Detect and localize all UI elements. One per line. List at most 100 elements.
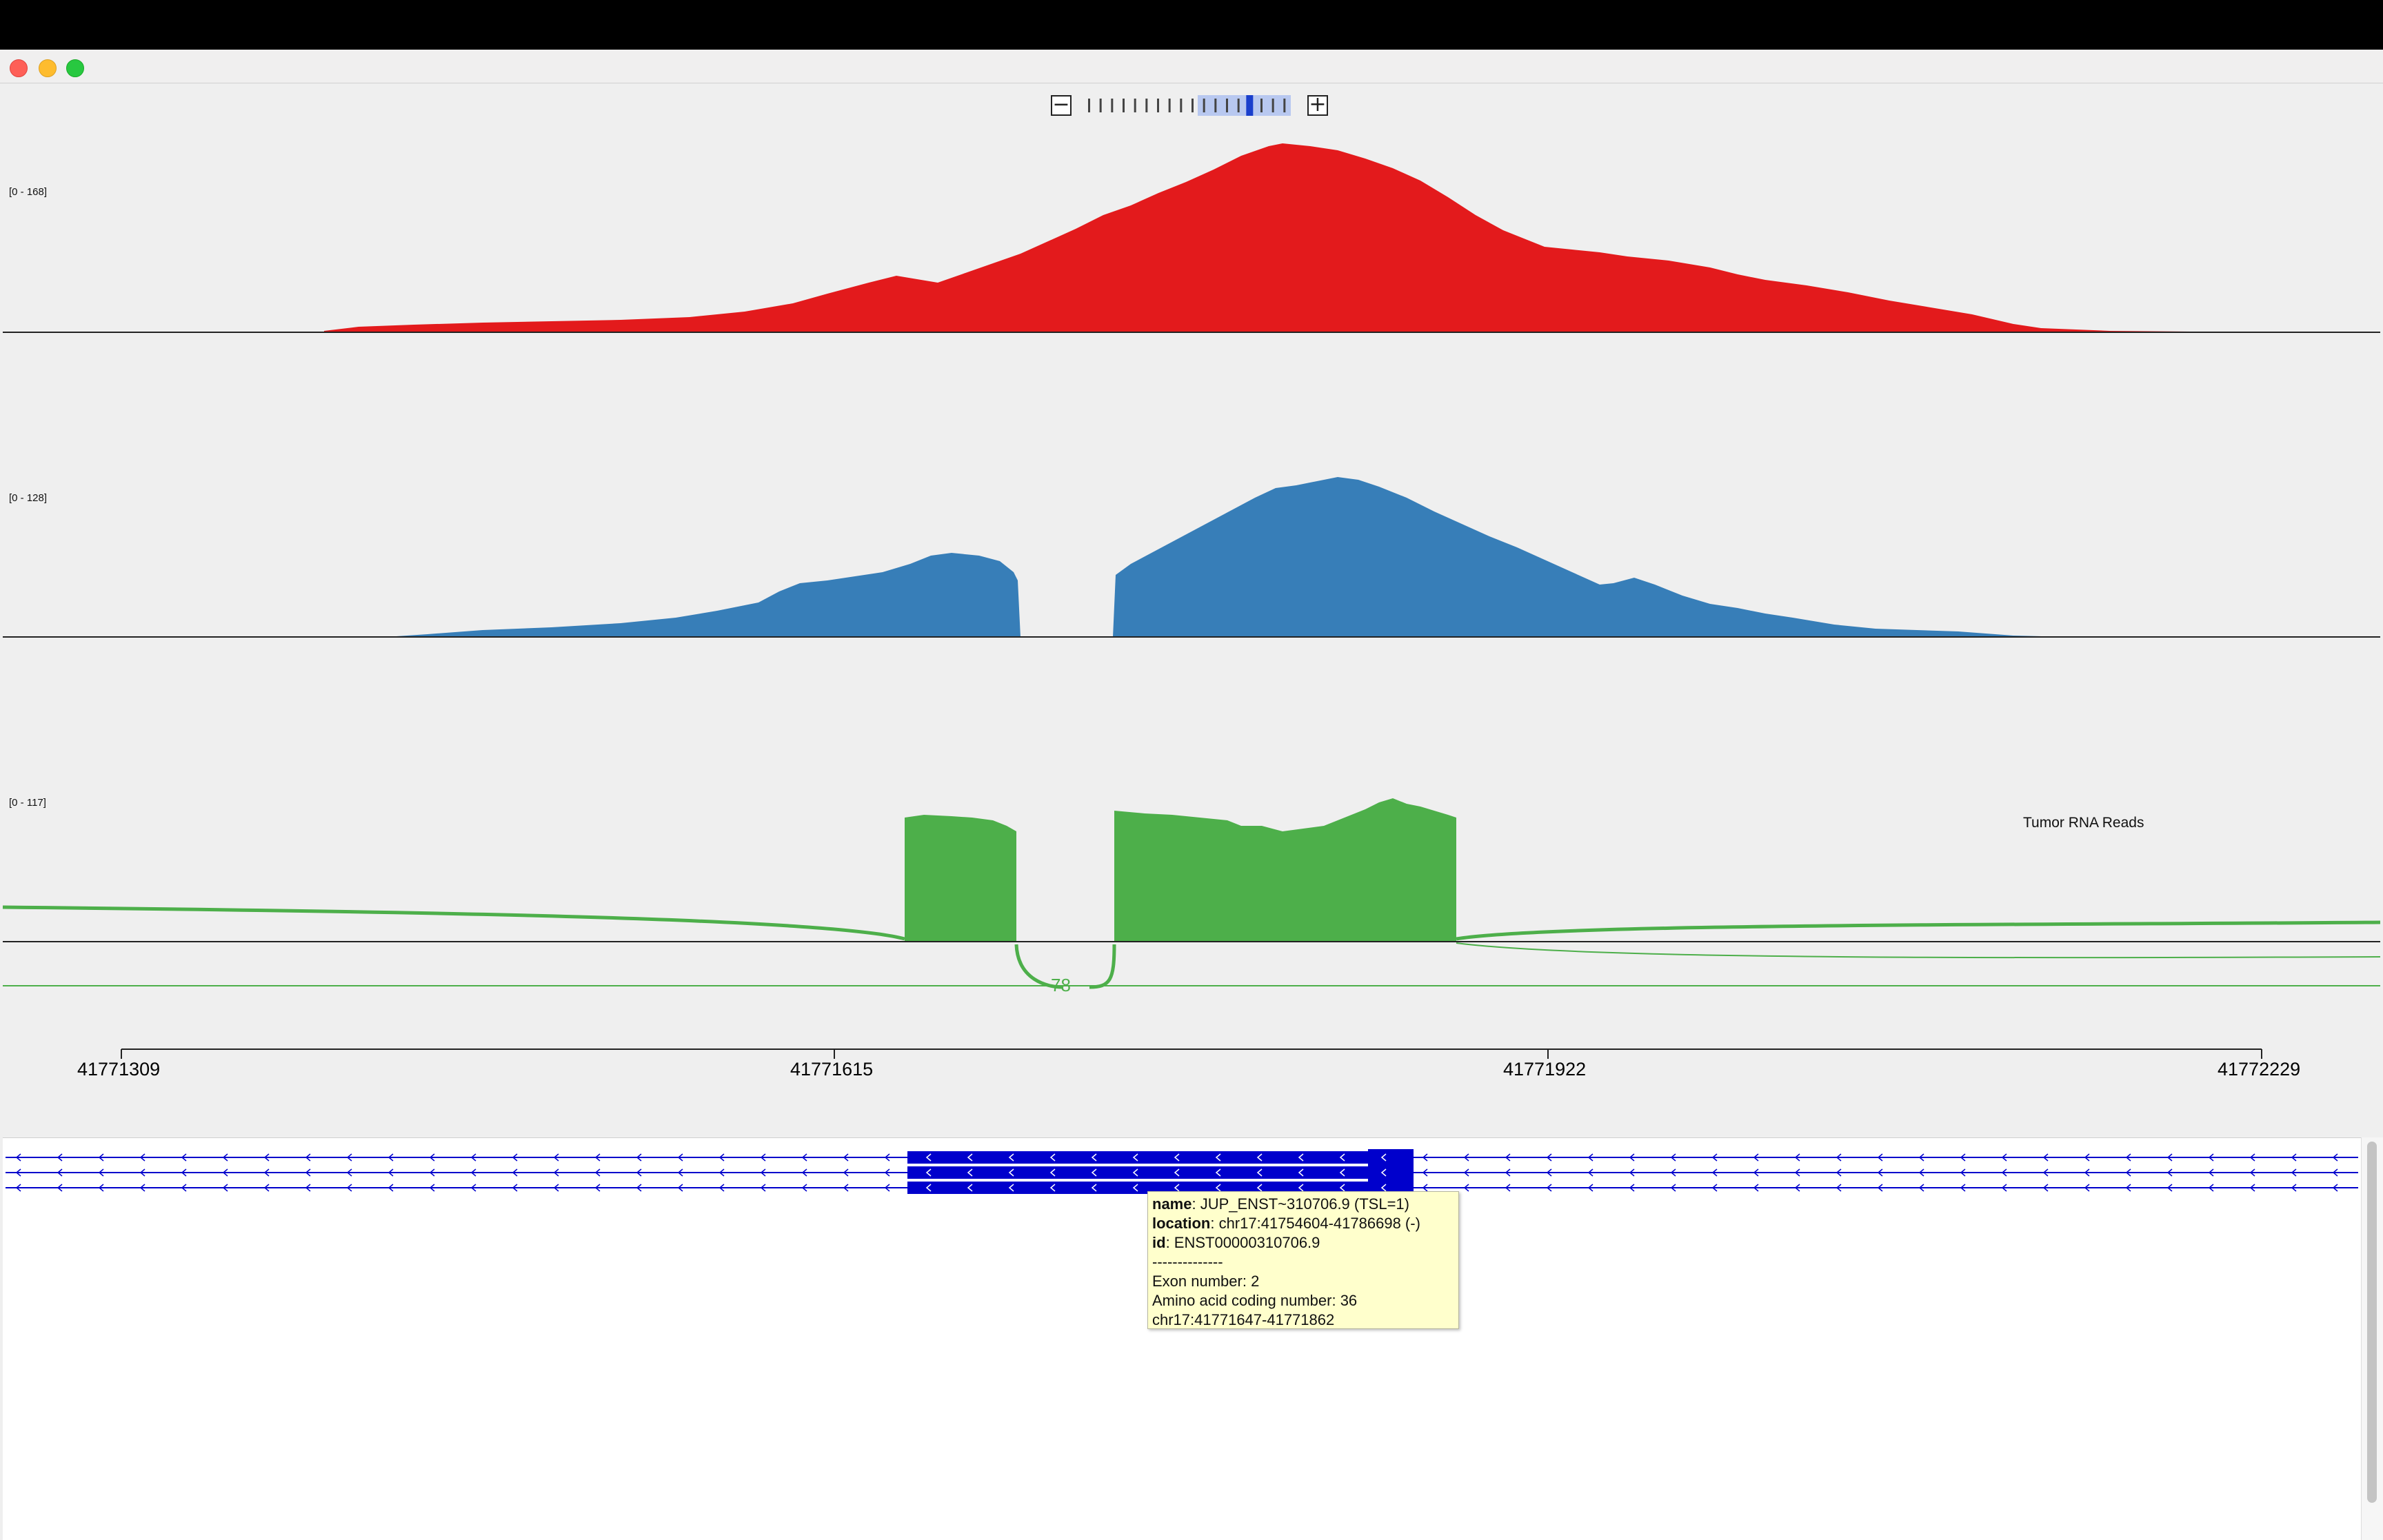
zoom-tick[interactable]	[1226, 99, 1228, 112]
strand-arrow-icon	[1008, 1184, 1014, 1192]
strand-arrow-icon	[305, 1168, 311, 1177]
zoom-tick[interactable]	[1123, 99, 1125, 112]
strand-arrow-icon	[222, 1168, 228, 1177]
zoom-tick[interactable]	[1237, 99, 1240, 112]
tooltip-aa-number: Amino acid coding number: 36	[1152, 1292, 1358, 1309]
strand-arrow-icon	[1339, 1184, 1345, 1192]
zoom-tick[interactable]	[1203, 99, 1205, 112]
strand-arrow-icon	[1670, 1184, 1676, 1192]
strand-arrow-icon	[346, 1168, 352, 1177]
coverage-tracks-canvas[interactable]	[0, 125, 2383, 1132]
strand-arrow-icon	[181, 1184, 187, 1192]
strand-arrow-icon	[1215, 1168, 1221, 1177]
strand-arrow-icon	[1629, 1168, 1635, 1177]
strand-arrow-icon	[1753, 1153, 1759, 1162]
zoom-tick[interactable]	[1111, 99, 1114, 112]
strand-arrow-icon	[15, 1168, 21, 1177]
strand-arrow-icon	[1380, 1153, 1387, 1162]
zoom-window-button[interactable]	[66, 59, 84, 77]
gene-panel-scrollbar[interactable]	[2361, 1137, 2383, 1540]
zoom-tick[interactable]	[1134, 99, 1136, 112]
strand-arrow-icon	[1049, 1153, 1056, 1162]
zoom-tick[interactable]	[1088, 99, 1090, 112]
strand-arrow-icon	[1670, 1168, 1676, 1177]
strand-arrow-icon	[139, 1184, 145, 1192]
strand-arrow-icon	[1380, 1184, 1387, 1192]
track-1-coverage	[324, 143, 2262, 333]
strand-arrow-icon	[843, 1153, 849, 1162]
strand-arrow-icon	[98, 1168, 104, 1177]
strand-arrow-icon	[2249, 1168, 2255, 1177]
strand-arrow-icon	[1422, 1184, 1428, 1192]
zoom-tick[interactable]	[1145, 99, 1148, 112]
strand-arrow-icon	[636, 1184, 642, 1192]
exon-utr-block[interactable]	[1368, 1149, 1414, 1166]
strand-arrow-icon	[801, 1153, 807, 1162]
exon-block[interactable]	[907, 1166, 1411, 1179]
track-name-label: Tumor RNA Reads	[2023, 815, 2144, 831]
zoom-tick[interactable]	[1271, 99, 1274, 112]
zoom-tick[interactable]	[1214, 99, 1217, 112]
exon-block[interactable]	[907, 1182, 1411, 1194]
feature-tooltip: name: JUP_ENST~310706.9 (TSL=1) location…	[1147, 1191, 1459, 1329]
strand-arrow-icon	[181, 1168, 187, 1177]
exon-utr-block[interactable]	[1368, 1164, 1414, 1181]
strand-arrow-icon	[1298, 1184, 1304, 1192]
strand-arrow-icon	[801, 1184, 807, 1192]
zoom-tick[interactable]	[1260, 99, 1263, 112]
strand-arrow-icon	[884, 1153, 890, 1162]
gene-transcripts-canvas[interactable]	[3, 1138, 2361, 1221]
strand-arrow-icon	[512, 1168, 518, 1177]
strand-arrow-icon	[1215, 1153, 1221, 1162]
strand-arrow-icon	[2042, 1184, 2049, 1192]
scrollbar-thumb[interactable]	[2367, 1142, 2377, 1503]
strand-arrow-icon	[925, 1184, 932, 1192]
gene-annotation-panel[interactable]	[3, 1137, 2361, 1540]
zoom-slider-thumb[interactable]	[1246, 95, 1254, 116]
zoom-tick[interactable]	[1157, 99, 1159, 112]
strand-arrow-icon	[470, 1153, 476, 1162]
tooltip-location-value: : chr17:41754604-41786698 (-)	[1210, 1215, 1420, 1232]
strand-arrow-icon	[2084, 1168, 2090, 1177]
title-bar	[0, 50, 2383, 83]
close-window-button[interactable]	[10, 59, 28, 77]
strand-arrow-icon	[429, 1153, 435, 1162]
strand-arrow-icon	[2332, 1184, 2338, 1192]
zoom-tick[interactable]	[1168, 99, 1171, 112]
strand-arrow-icon	[470, 1168, 476, 1177]
strand-arrow-icon	[15, 1153, 21, 1162]
zoom-out-button[interactable]: −	[1051, 94, 1072, 116]
strand-arrow-icon	[2166, 1153, 2173, 1162]
strand-arrow-icon	[1918, 1184, 1924, 1192]
strand-arrow-icon	[1132, 1184, 1138, 1192]
track-panel: [0 - 168] [0 - 128] [0 - 117] Tumor RNA …	[0, 125, 2383, 1132]
strand-arrow-icon	[1877, 1153, 1883, 1162]
strand-arrow-icon	[1587, 1184, 1593, 1192]
ruler-tick-label: 41771922	[1503, 1059, 1587, 1080]
zoom-tick[interactable]	[1180, 99, 1183, 112]
strand-arrow-icon	[222, 1153, 228, 1162]
strand-arrow-icon	[1794, 1153, 1800, 1162]
zoom-slider[interactable]	[1084, 95, 1298, 116]
strand-arrow-icon	[1091, 1153, 1097, 1162]
strand-arrow-icon	[2084, 1153, 2090, 1162]
zoom-in-button[interactable]: +	[1307, 94, 1328, 116]
strand-arrow-icon	[1546, 1184, 1552, 1192]
zoom-tick[interactable]	[1099, 99, 1102, 112]
strand-arrow-icon	[57, 1184, 63, 1192]
track-3-coverage-exon-right	[1114, 798, 1456, 942]
strand-arrow-icon	[2125, 1153, 2131, 1162]
strand-arrow-icon	[594, 1168, 601, 1177]
zoom-tick[interactable]	[1192, 99, 1194, 112]
ruler-axis	[121, 1048, 2262, 1059]
strand-arrow-icon	[2249, 1184, 2255, 1192]
tooltip-exon-number: Exon number: 2	[1152, 1273, 1260, 1290]
strand-arrow-icon	[1008, 1168, 1014, 1177]
minimize-window-button[interactable]	[39, 59, 57, 77]
strand-arrow-icon	[2166, 1184, 2173, 1192]
exon-block[interactable]	[907, 1151, 1411, 1164]
zoom-tick[interactable]	[1283, 99, 1286, 112]
strand-arrow-icon	[718, 1153, 725, 1162]
strand-arrow-icon	[429, 1168, 435, 1177]
strand-arrow-icon	[760, 1184, 766, 1192]
